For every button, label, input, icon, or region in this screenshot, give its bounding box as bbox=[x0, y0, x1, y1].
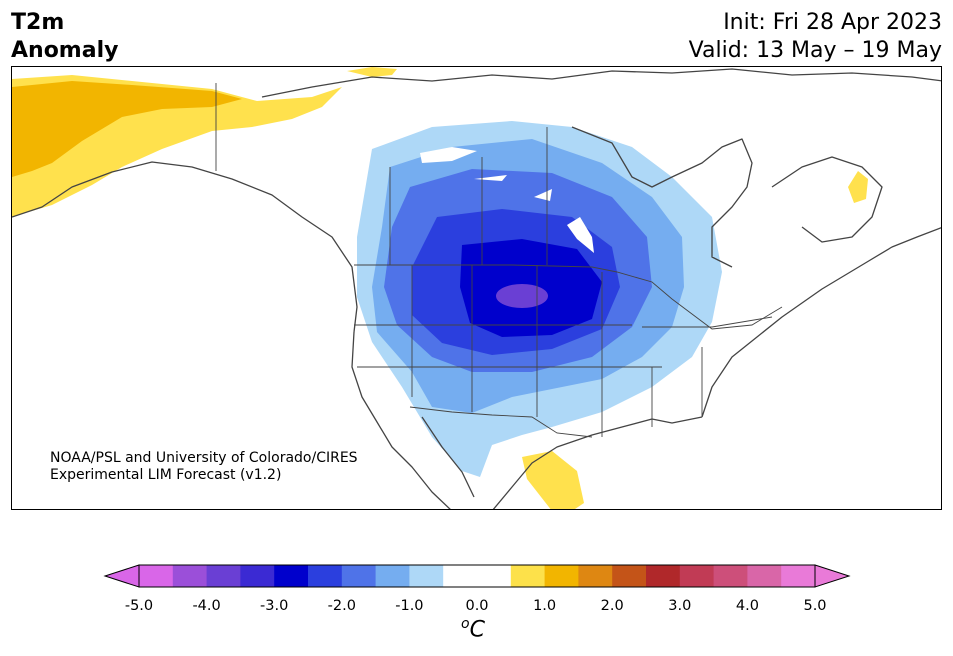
colorbar-tick-label: 2.0 bbox=[600, 598, 624, 614]
colorbar-tick-label: 1.0 bbox=[533, 598, 557, 614]
lake-patch-3 bbox=[534, 189, 552, 201]
forecast-dates: Init: Fri 28 Apr 2023 Valid: 13 May – 19… bbox=[689, 9, 942, 65]
lake-patch-4 bbox=[567, 217, 594, 253]
title-line-2: Anomaly bbox=[11, 38, 119, 63]
colorbar-segment bbox=[240, 565, 275, 587]
colorbar-tick-label: 5.0 bbox=[803, 598, 827, 614]
colorbar-segment bbox=[139, 565, 174, 587]
map-credit: NOAA/PSL and University of Colorado/CIRE… bbox=[50, 450, 358, 484]
colorbar-segment bbox=[409, 565, 444, 587]
coastlines bbox=[12, 68, 941, 509]
coast-west bbox=[351, 331, 451, 509]
warm-anomaly-mexico bbox=[522, 451, 584, 509]
valid-date: Valid: 13 May – 19 May bbox=[688, 38, 942, 63]
colorbar-tick-label: 0.0 bbox=[465, 598, 489, 614]
colorbar-segment bbox=[274, 565, 309, 587]
colorbar-segment bbox=[747, 565, 782, 587]
colorbar-tick-label: -5.0 bbox=[124, 598, 154, 614]
warm-anomaly-north bbox=[347, 67, 397, 77]
border-states-7 bbox=[642, 316, 773, 328]
coast-gulf bbox=[492, 416, 703, 509]
warm-core-alaska bbox=[12, 81, 242, 177]
border-us-mexico bbox=[409, 406, 593, 438]
unit-degree: o bbox=[461, 616, 470, 632]
colorbar-segment bbox=[781, 565, 816, 587]
colorbar-segment bbox=[341, 565, 377, 587]
colorbar-segment bbox=[375, 565, 410, 587]
colorbar-unit: oC bbox=[461, 616, 485, 642]
colorbar-segments bbox=[139, 565, 816, 587]
colorbar-segment bbox=[510, 565, 546, 587]
colorbar-segment bbox=[443, 565, 478, 587]
colorbar-segment bbox=[646, 565, 681, 587]
credit-line-2: Experimental LIM Forecast (v1.2) bbox=[50, 467, 282, 483]
colorbar bbox=[103, 564, 851, 588]
coast-arctic bbox=[261, 68, 941, 98]
colorbar-tick-label: -2.0 bbox=[327, 598, 356, 614]
coast-east bbox=[701, 227, 941, 418]
colorbar-tick-label: -3.0 bbox=[260, 598, 289, 614]
political-borders bbox=[215, 83, 783, 438]
map-title: T2m Anomaly bbox=[11, 9, 118, 65]
lake-patch-1 bbox=[420, 147, 477, 163]
colorbar-segment bbox=[578, 565, 613, 587]
init-date: Init: Fri 28 Apr 2023 bbox=[723, 10, 942, 35]
colorbar-segment bbox=[612, 565, 647, 587]
colorbar-outline bbox=[138, 564, 816, 588]
cold-anomaly-core bbox=[496, 284, 548, 308]
colorbar-extend-high bbox=[814, 564, 851, 588]
anomaly-map: NOAA/PSL and University of Colorado/CIRE… bbox=[11, 66, 942, 510]
colorbar-segment bbox=[206, 565, 241, 587]
colorbar-tick-label: 4.0 bbox=[735, 598, 759, 614]
map-canvas bbox=[12, 67, 941, 509]
colorbar-tick-label: -4.0 bbox=[192, 598, 221, 614]
warm-anomaly-labrador bbox=[848, 171, 868, 203]
coast-labrador bbox=[771, 156, 883, 243]
coast-hudson bbox=[571, 126, 753, 268]
colorbar-segment bbox=[713, 565, 748, 587]
colorbar-tick-label: -1.0 bbox=[395, 598, 424, 614]
coast-baja bbox=[421, 416, 475, 498]
coast-alaska bbox=[12, 161, 358, 333]
colorbar-segment bbox=[308, 565, 343, 587]
colorbar-segment bbox=[679, 565, 715, 587]
colorbar-extend-low bbox=[103, 564, 140, 588]
colorbar-segment bbox=[477, 565, 512, 587]
colorbar-segment bbox=[544, 565, 579, 587]
credit-line-1: NOAA/PSL and University of Colorado/CIRE… bbox=[50, 450, 358, 466]
colorbar-segment bbox=[172, 565, 208, 587]
unit-letter: C bbox=[469, 617, 485, 643]
title-line-1: T2m bbox=[11, 10, 65, 35]
colorbar-tick-label: 3.0 bbox=[668, 598, 692, 614]
